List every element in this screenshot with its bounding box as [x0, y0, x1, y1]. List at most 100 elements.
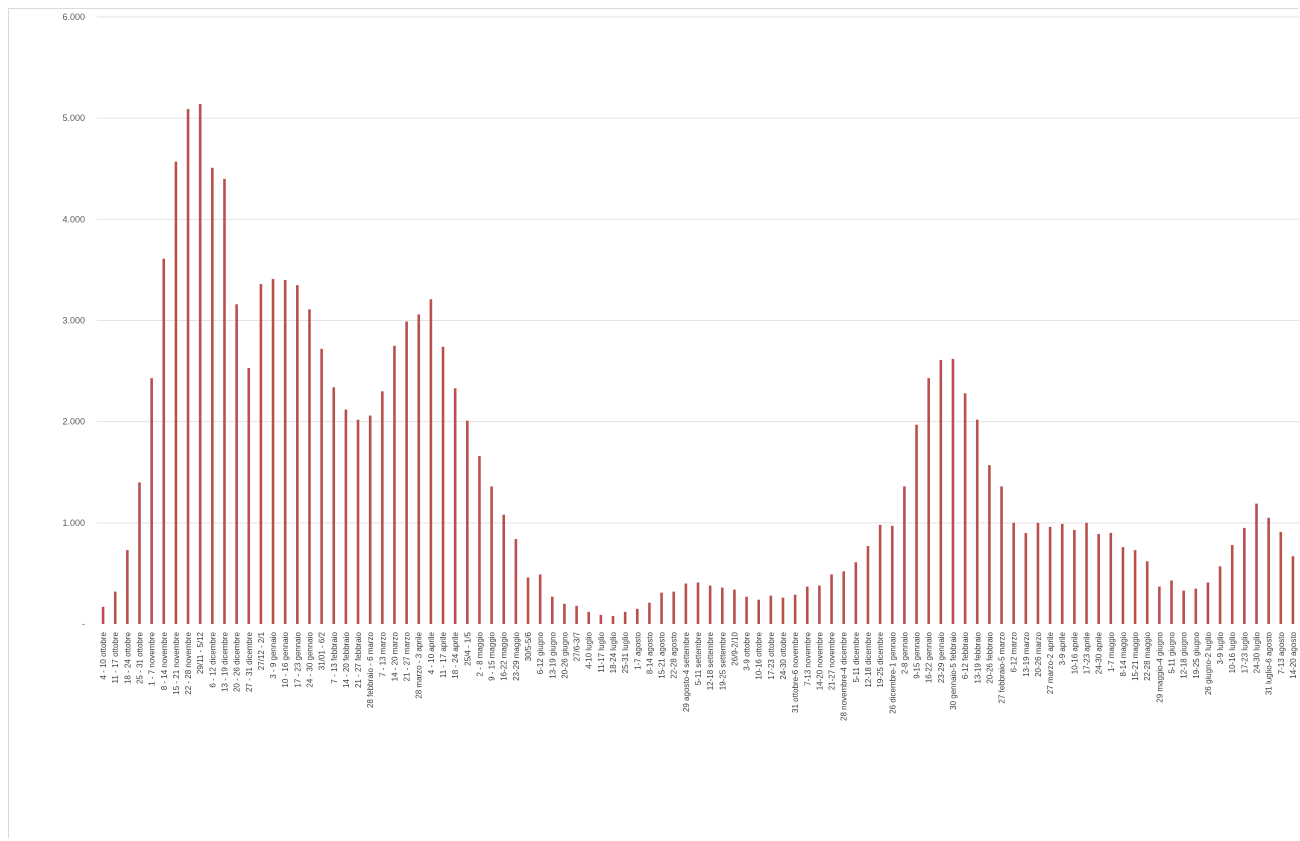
- x-tick-label: 18 - 24 ottobre: [123, 631, 132, 684]
- bar: [101, 606, 105, 624]
- x-tick-label: 22-28 maggio: [1143, 631, 1152, 680]
- bar: [684, 583, 688, 624]
- bar: [514, 539, 518, 624]
- x-tick-label: 10-16 aprile: [1070, 631, 1079, 674]
- bar: [150, 378, 153, 624]
- x-axis-tick-labels: 4 - 10 ottobre 11 - 17 ottobre 18 - 24 ott…: [99, 631, 1298, 720]
- x-tick-label: 18-24 luglio: [609, 631, 618, 673]
- x-tick-label: 1-7 maggio: [1107, 631, 1116, 672]
- bar: [368, 415, 372, 624]
- x-tick-label: 16-22 maggio: [500, 631, 509, 680]
- y-tick-label: 6.000: [62, 12, 85, 22]
- bar: [1048, 526, 1052, 624]
- x-tick-label: 24-30 aprile: [1095, 631, 1104, 674]
- x-tick-label: 20-26 giugno: [560, 631, 569, 678]
- bar: [381, 391, 384, 624]
- x-tick-label: 12-18 giugno: [1180, 631, 1189, 678]
- bar: [332, 387, 336, 624]
- x-tick-label: 27/6-3/7: [573, 631, 582, 661]
- x-tick-label: 19-25 giugno: [1192, 631, 1201, 678]
- bar: [453, 388, 457, 624]
- x-tick-label: 29 maggio-4 giugno: [1155, 631, 1164, 702]
- x-tick-label: 25/4 - 1/5: [463, 631, 472, 665]
- bar: [393, 345, 396, 624]
- bar: [1012, 522, 1015, 624]
- x-tick-label: 13 - 19 dicembre: [220, 631, 229, 692]
- x-tick-label: 2 - 8 maggio: [475, 631, 484, 676]
- x-tick-label: 3-9 ottobre: [743, 631, 752, 670]
- x-tick-label: 29/11 - 5/12: [196, 631, 205, 674]
- x-tick-label: 22 - 28 novembre: [184, 631, 193, 694]
- bar: [878, 524, 882, 624]
- bar: [174, 161, 178, 625]
- x-tick-label: 13-19 marzo: [1022, 631, 1031, 676]
- bar: [1133, 550, 1137, 624]
- x-tick-label: 17-23 luglio: [1240, 631, 1249, 673]
- x-tick-label: 24-30 ottobre: [779, 631, 788, 679]
- x-tick-label: 24-30 luglio: [1253, 631, 1262, 673]
- x-tick-label: 13-19 giugno: [548, 631, 557, 678]
- x-tick-label: 20-26 febbraio: [985, 631, 994, 683]
- x-tick-label: 27 marzo-2 aprile: [1046, 631, 1055, 694]
- bar: [1206, 582, 1210, 624]
- bar: [733, 589, 736, 624]
- bar: [1267, 517, 1270, 624]
- x-tick-label: 14 - 20 marzo: [390, 631, 399, 681]
- bar: [818, 585, 821, 624]
- x-tick-label: 22-28 agosto: [670, 631, 679, 678]
- bar: [526, 577, 530, 624]
- bar: [575, 605, 578, 624]
- bar: [502, 514, 506, 624]
- bar: [720, 587, 724, 624]
- x-tick-label: 27/12 - 2/1: [257, 631, 266, 670]
- bar: [186, 109, 190, 624]
- gridlines: [97, 16, 1299, 524]
- x-tick-label: 25 - 31 ottobre: [135, 631, 144, 684]
- x-tick-label: 21 - 27 marzo: [403, 631, 412, 681]
- bar: [939, 359, 943, 624]
- x-tick-label: 14-20 novembre: [815, 631, 824, 690]
- x-tick-label: 11-17 luglio: [597, 631, 606, 672]
- x-tick-label: 7 - 13 febbraio: [330, 631, 339, 683]
- bar: [1024, 532, 1028, 624]
- x-tick-label: 15-21 maggio: [1131, 631, 1140, 680]
- x-tick-label: 26 giugno-2 luglio: [1204, 631, 1213, 695]
- bar: [211, 167, 214, 625]
- bar: [162, 258, 166, 624]
- y-tick-label: -: [82, 619, 85, 629]
- x-tick-label: 19-25 settembre: [718, 631, 727, 690]
- y-tick-label: 1.000: [62, 518, 85, 528]
- bar: [1194, 588, 1198, 624]
- bar: [708, 585, 712, 624]
- bar: [296, 285, 299, 624]
- y-axis-tick-labels: - 1.000 2.000 3.000 4.000 5.000 6.000: [62, 12, 85, 629]
- x-tick-label: 8-14 agosto: [645, 631, 654, 674]
- x-tick-label: 28 febbraio - 6 marzo: [366, 631, 375, 708]
- x-tick-label: 15 - 21 novembre: [172, 631, 181, 694]
- bar: [308, 309, 311, 624]
- bar: [1255, 503, 1258, 624]
- x-tick-label: 28 novembre-4 dicembre: [840, 631, 849, 720]
- bar: [320, 348, 323, 624]
- x-tick-label: 9-15 gennaio: [913, 631, 922, 678]
- bar: [1158, 586, 1161, 624]
- bar: [915, 424, 918, 624]
- bar: [769, 595, 773, 624]
- bar: [538, 574, 542, 624]
- x-tick-label: 30 gennaio-5 febbraio: [949, 631, 958, 709]
- bar: [1085, 522, 1088, 624]
- x-tick-label: 3 - 9 gennaio: [269, 631, 278, 678]
- x-tick-label: 3-9 aprile: [1058, 631, 1067, 665]
- bar: [429, 299, 433, 624]
- bar: [138, 482, 141, 624]
- x-tick-label: 2-8 gennaio: [900, 631, 909, 674]
- bar: [1121, 547, 1125, 624]
- bar: [417, 314, 421, 624]
- bar: [830, 574, 833, 624]
- bar: [975, 419, 979, 624]
- bar: [890, 525, 894, 624]
- bar: [551, 596, 554, 624]
- x-tick-label: 18 - 24 aprile: [451, 631, 460, 678]
- bar: [599, 614, 603, 624]
- x-tick-label: 12-18 dicembre: [864, 631, 873, 687]
